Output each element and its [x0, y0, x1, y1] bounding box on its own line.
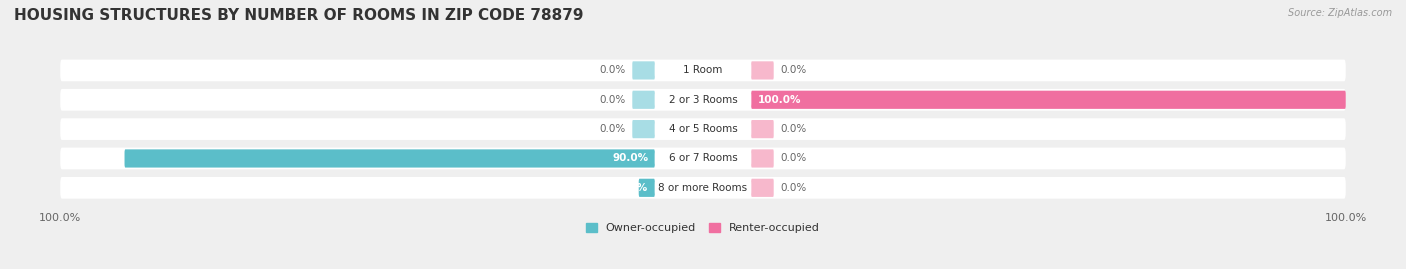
Text: 6 or 7 Rooms: 6 or 7 Rooms: [669, 154, 737, 164]
Text: 0.0%: 0.0%: [780, 154, 807, 164]
FancyBboxPatch shape: [60, 118, 1346, 140]
FancyBboxPatch shape: [655, 62, 751, 79]
Text: 0.0%: 0.0%: [599, 95, 626, 105]
Text: Source: ZipAtlas.com: Source: ZipAtlas.com: [1288, 8, 1392, 18]
FancyBboxPatch shape: [655, 150, 751, 167]
FancyBboxPatch shape: [633, 61, 655, 80]
FancyBboxPatch shape: [655, 91, 751, 108]
Text: HOUSING STRUCTURES BY NUMBER OF ROOMS IN ZIP CODE 78879: HOUSING STRUCTURES BY NUMBER OF ROOMS IN…: [14, 8, 583, 23]
FancyBboxPatch shape: [751, 120, 773, 138]
FancyBboxPatch shape: [751, 179, 773, 197]
FancyBboxPatch shape: [655, 179, 751, 196]
Legend: Owner-occupied, Renter-occupied: Owner-occupied, Renter-occupied: [586, 223, 820, 233]
Text: 0.0%: 0.0%: [780, 183, 807, 193]
Text: 4 or 5 Rooms: 4 or 5 Rooms: [669, 124, 737, 134]
FancyBboxPatch shape: [60, 59, 1346, 81]
FancyBboxPatch shape: [638, 179, 655, 197]
FancyBboxPatch shape: [655, 121, 751, 138]
Text: 0.0%: 0.0%: [599, 124, 626, 134]
Text: 1 Room: 1 Room: [683, 65, 723, 75]
Text: 100.0%: 100.0%: [758, 95, 801, 105]
FancyBboxPatch shape: [125, 149, 655, 168]
Text: 0.0%: 0.0%: [780, 124, 807, 134]
FancyBboxPatch shape: [60, 89, 1346, 111]
Text: 10.0%: 10.0%: [612, 183, 648, 193]
FancyBboxPatch shape: [60, 148, 1346, 169]
FancyBboxPatch shape: [751, 61, 773, 80]
FancyBboxPatch shape: [633, 91, 655, 109]
FancyBboxPatch shape: [633, 120, 655, 138]
FancyBboxPatch shape: [751, 149, 773, 168]
FancyBboxPatch shape: [751, 91, 1346, 109]
Text: 0.0%: 0.0%: [599, 65, 626, 75]
Text: 2 or 3 Rooms: 2 or 3 Rooms: [669, 95, 737, 105]
Text: 90.0%: 90.0%: [612, 154, 648, 164]
Text: 0.0%: 0.0%: [780, 65, 807, 75]
Text: 8 or more Rooms: 8 or more Rooms: [658, 183, 748, 193]
FancyBboxPatch shape: [60, 177, 1346, 199]
